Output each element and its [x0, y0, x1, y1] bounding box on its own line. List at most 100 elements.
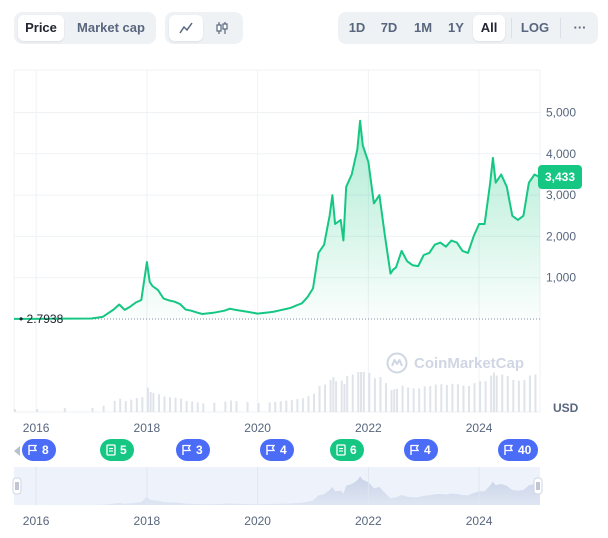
scroll-left-icon[interactable]	[14, 446, 20, 456]
flag-icon	[410, 444, 420, 455]
volume-bar	[235, 401, 238, 412]
volume-bar	[312, 393, 315, 412]
navigator-x-tick-label: 2024	[466, 514, 493, 528]
volume-bar	[332, 377, 335, 412]
volume-bar	[379, 377, 382, 412]
volume-bar	[202, 403, 205, 412]
volume-bar	[423, 386, 426, 412]
market-cap-tab[interactable]: Market cap	[77, 20, 145, 35]
volume-bar	[368, 373, 371, 412]
volume-bar	[351, 374, 354, 412]
event-flag[interactable]: 5	[100, 439, 134, 461]
y-tick-label: 1,000	[546, 271, 576, 285]
flag-icon	[28, 444, 38, 455]
current-price-badge: 3,433	[538, 165, 582, 189]
volume-bar	[517, 380, 520, 412]
volume-bar	[343, 383, 346, 412]
volume-bar	[180, 398, 183, 412]
more-options-button[interactable]: ···	[573, 20, 587, 35]
volume-bar	[146, 387, 149, 412]
volume-bar	[495, 375, 498, 412]
y-tick-label: 4,000	[546, 147, 576, 161]
volume-bar	[390, 390, 393, 412]
volume-bar	[268, 402, 271, 412]
volume-bar	[384, 383, 387, 412]
volume-bar	[91, 407, 94, 412]
volume-bar	[213, 402, 216, 412]
chart-type-toggle	[165, 12, 243, 44]
range-7d-button[interactable]: 7D	[380, 20, 398, 35]
volume-bar	[113, 400, 116, 412]
volume-bar	[512, 380, 515, 412]
volume-bar	[149, 392, 152, 412]
event-flag[interactable]: 6	[330, 439, 364, 461]
volume-bar	[301, 398, 304, 412]
volume-bar	[119, 398, 122, 412]
volume-bar	[492, 372, 495, 412]
navigator-x-tick-label: 2022	[355, 514, 382, 528]
event-flag-count: 3	[196, 443, 203, 457]
x-tick-label: 2018	[134, 421, 161, 435]
range-1d-button[interactable]: 1D	[348, 20, 366, 35]
volume-bar	[506, 376, 509, 412]
range-1m-button[interactable]: 1M	[413, 20, 433, 35]
flag-icon	[504, 444, 514, 455]
volume-bar	[346, 376, 349, 412]
flag-icon	[266, 444, 276, 455]
price-area-fill	[14, 120, 540, 319]
volume-bar	[528, 375, 531, 412]
start-price-label: • 2.7938	[19, 312, 64, 326]
event-flag[interactable]: 8	[22, 439, 56, 461]
volume-bar	[335, 381, 338, 412]
volume-bar	[501, 374, 504, 412]
volume-bar	[246, 401, 249, 412]
range-1y-button[interactable]: 1Y	[448, 20, 464, 35]
volume-bar	[307, 396, 310, 412]
volume-bar	[479, 381, 482, 412]
event-flag-count: 4	[280, 443, 287, 457]
volume-bar	[473, 383, 476, 412]
currency-label: USD	[553, 401, 579, 415]
volume-bar	[285, 400, 288, 412]
document-icon	[106, 444, 116, 456]
volume-bar	[396, 388, 399, 412]
volume-bar	[456, 384, 459, 412]
navigator-right-handle[interactable]	[533, 477, 543, 495]
volume-bar	[229, 400, 232, 412]
volume-bar	[393, 389, 396, 412]
line-chart-button[interactable]	[169, 15, 203, 41]
navigator-x-tick-label: 2018	[134, 514, 161, 528]
volume-bar	[124, 401, 127, 412]
volume-bar	[290, 400, 293, 412]
volume-bar	[163, 396, 166, 412]
volume-bar	[401, 385, 404, 412]
navigator-x-tick-label: 2016	[23, 514, 50, 528]
volume-bar	[296, 399, 299, 412]
volume-bar	[451, 383, 454, 412]
document-icon	[336, 444, 346, 456]
log-scale-button[interactable]: LOG	[520, 20, 550, 35]
volume-bar	[274, 401, 277, 412]
event-flag[interactable]: 4	[260, 439, 294, 461]
x-tick-label: 2020	[244, 421, 271, 435]
event-flag[interactable]: 3	[176, 439, 210, 461]
candlestick-chart-button[interactable]	[205, 15, 239, 41]
candlestick-icon	[216, 22, 228, 34]
volume-bar	[185, 400, 188, 412]
event-flag[interactable]: 40	[498, 439, 539, 461]
price-line	[14, 119, 541, 320]
line-chart-icon	[179, 22, 193, 34]
price-tab[interactable]: Price	[18, 15, 64, 41]
event-flag-count: 5	[120, 443, 127, 457]
volume-bar	[407, 387, 410, 412]
volume-bar	[373, 378, 376, 412]
range-all-button[interactable]: All	[473, 15, 505, 41]
event-flag[interactable]: 4	[404, 439, 438, 461]
watermark-text: CoinMarketCap	[414, 355, 525, 372]
volume-bar	[490, 375, 493, 412]
navigator-left-handle[interactable]	[12, 477, 22, 495]
event-flag-count: 4	[424, 443, 431, 457]
price-type-toggle: Price Market cap	[14, 12, 156, 44]
volume-bar	[329, 380, 332, 412]
